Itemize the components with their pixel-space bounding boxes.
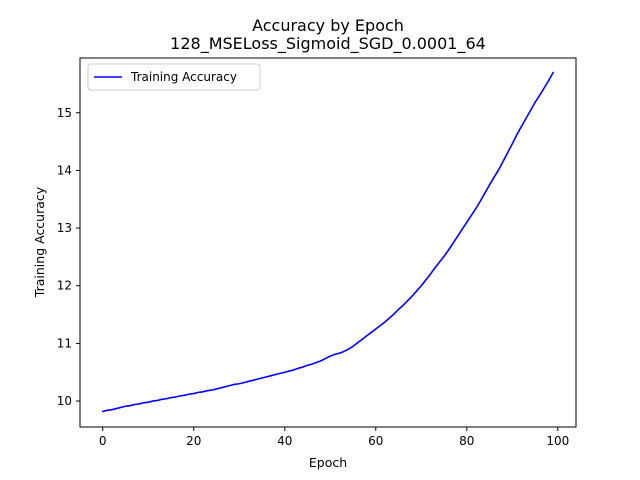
chart-title: Accuracy by Epoch bbox=[252, 16, 404, 35]
y-tick-label: 14 bbox=[57, 163, 72, 177]
chart-subtitle: 128_MSELoss_Sigmoid_SGD_0.0001_64 bbox=[170, 34, 486, 54]
y-axis-label: Training Accuracy bbox=[32, 186, 47, 298]
series-lines bbox=[101, 71, 555, 413]
x-tick-label: 0 bbox=[99, 434, 107, 448]
y-tick-label: 11 bbox=[57, 336, 72, 350]
y-tick-label: 15 bbox=[57, 106, 72, 120]
x-tick-label: 20 bbox=[186, 434, 201, 448]
x-axis-label: Epoch bbox=[309, 455, 347, 470]
series-line-training-accuracy bbox=[101, 71, 555, 413]
y-tick-label: 12 bbox=[57, 279, 72, 293]
legend: Training Accuracy bbox=[87, 63, 261, 91]
x-tick-label: 80 bbox=[459, 434, 474, 448]
x-tick-label: 100 bbox=[546, 434, 569, 448]
plot-area: 0 20 40 60 80 100 10 11 12 13 14 15 bbox=[57, 57, 577, 448]
legend-entry-label: Training Accuracy bbox=[130, 70, 237, 84]
x-tick-label: 40 bbox=[277, 434, 292, 448]
plot-frame bbox=[79, 57, 577, 428]
y-axis-ticks: 10 11 12 13 14 15 bbox=[57, 106, 80, 408]
x-axis-ticks: 0 20 40 60 80 100 bbox=[99, 427, 569, 448]
x-tick-label: 60 bbox=[368, 434, 383, 448]
legend-box bbox=[87, 63, 261, 91]
y-tick-label: 10 bbox=[57, 394, 72, 408]
y-tick-label: 13 bbox=[57, 221, 72, 235]
